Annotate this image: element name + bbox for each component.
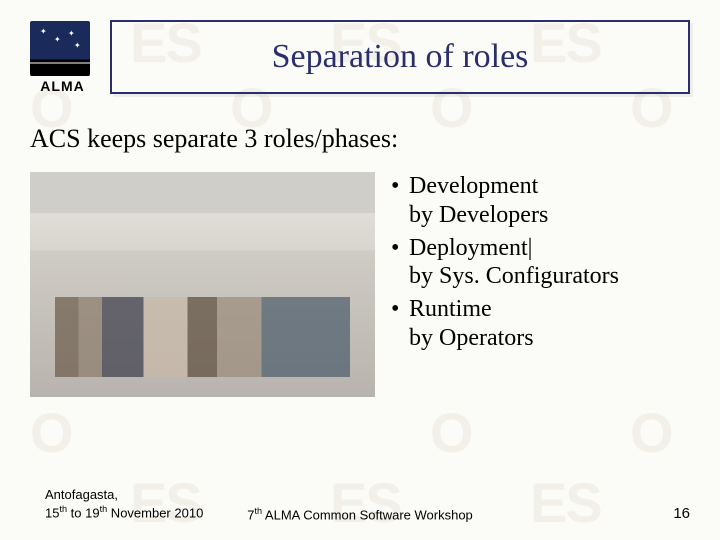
- slide-title: Separation of roles: [142, 38, 658, 76]
- footer-workshop-title: 7th ALMA Common Software Workshop: [247, 506, 473, 522]
- bullet-line1: Development: [409, 173, 538, 199]
- bullet-line1: Runtime: [409, 296, 492, 322]
- footer-location: Antofagasta,: [45, 487, 203, 504]
- bullet-item: Runtime by Operators: [385, 295, 690, 353]
- slide-subtitle: ACS keeps separate 3 roles/phases:: [30, 124, 720, 154]
- footer-location-date: Antofagasta, 15th to 19th November 2010: [45, 487, 203, 522]
- title-box: Separation of roles: [110, 20, 690, 94]
- slide-header: ✦ ✦ ✦ ✦ ALMA Separation of roles: [0, 0, 720, 104]
- footer-page-number: 16: [673, 505, 690, 522]
- bullet-list: Development by Developers Deployment| by…: [385, 172, 690, 397]
- alma-logo-text: ALMA: [30, 78, 95, 94]
- footer-dates: 15th to 19th November 2010: [45, 504, 203, 522]
- bullet-line2: by Developers: [409, 201, 690, 230]
- bullet-item: Development by Developers: [385, 172, 690, 230]
- watermark-o: O: [430, 400, 472, 465]
- bullet-line1: Deployment|: [409, 235, 532, 261]
- bullet-line2: by Operators: [409, 324, 690, 353]
- slide-footer: Antofagasta, 15th to 19th November 2010 …: [0, 487, 720, 522]
- alma-logo-image: ✦ ✦ ✦ ✦: [30, 21, 90, 76]
- watermark-o: O: [30, 400, 72, 465]
- control-room-photo: [30, 172, 375, 397]
- slide-content: Development by Developers Deployment| by…: [0, 172, 720, 397]
- watermark-o: O: [630, 400, 672, 465]
- bullet-item: Deployment| by Sys. Configurators: [385, 234, 690, 292]
- alma-logo: ✦ ✦ ✦ ✦ ALMA: [30, 21, 95, 94]
- bullet-line2: by Sys. Configurators: [409, 262, 690, 291]
